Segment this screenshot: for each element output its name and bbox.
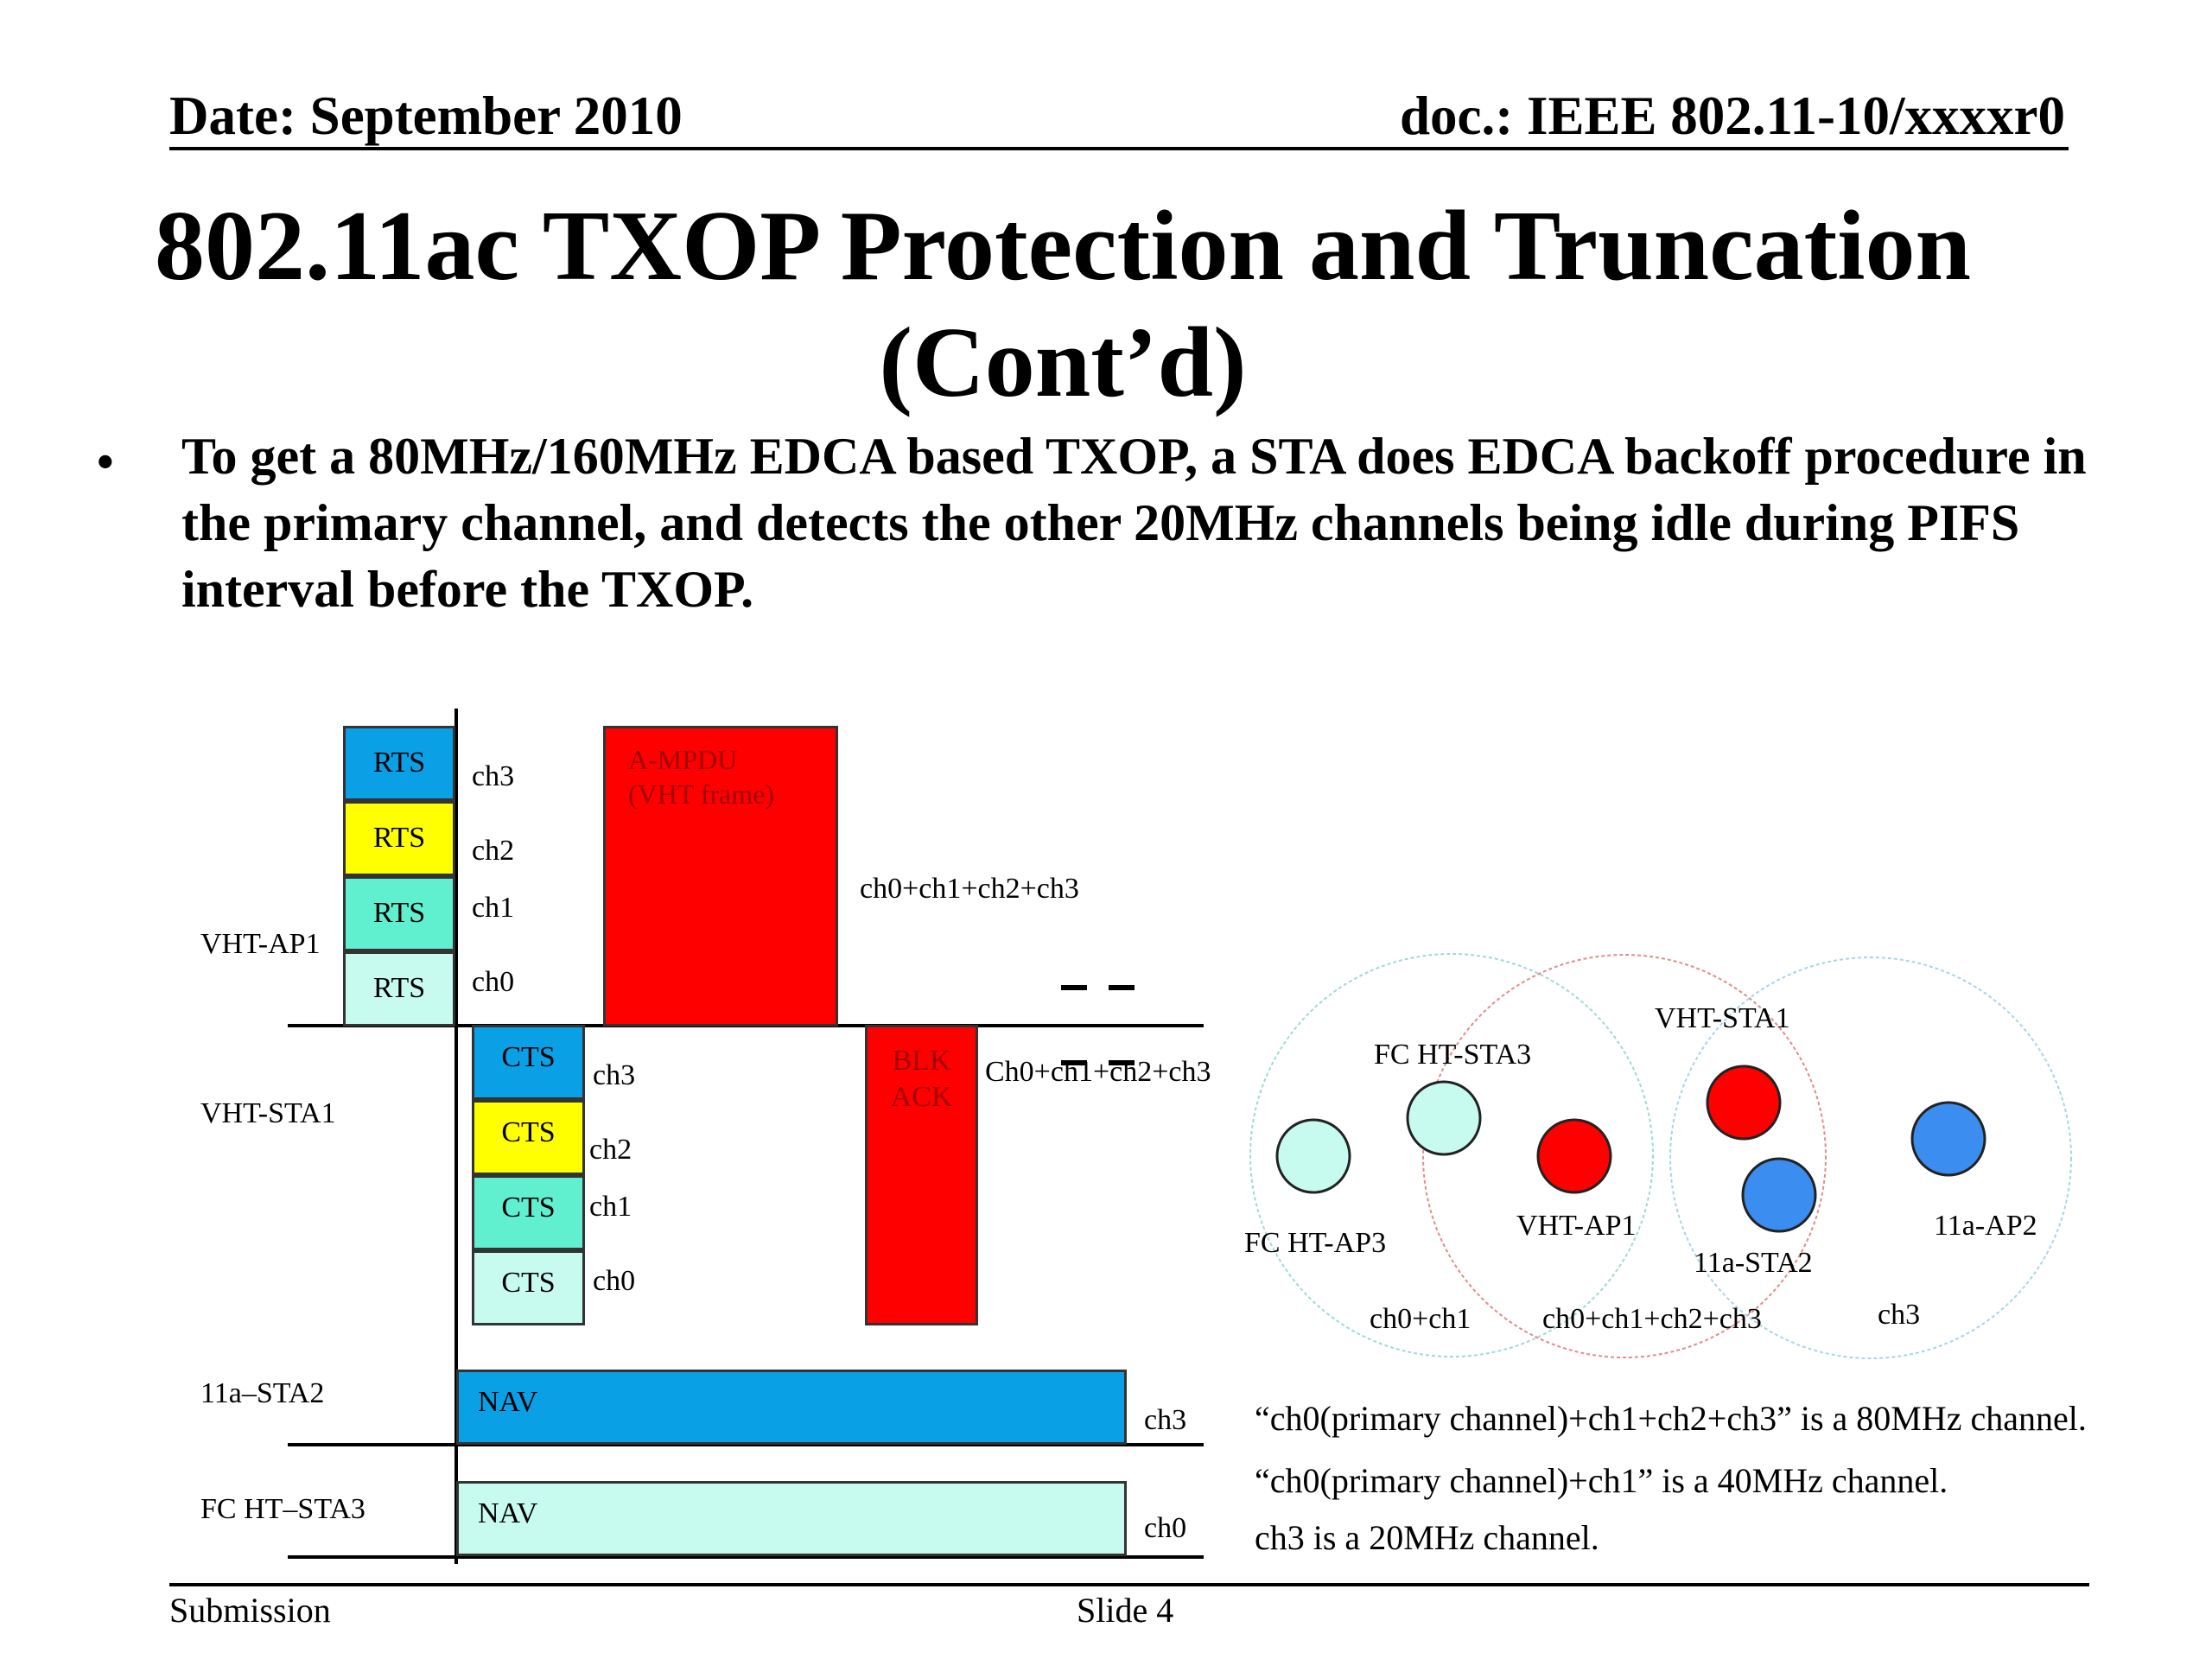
bullet-text: To get a 80MHz/160MHz EDCA based TXOP, a… xyxy=(181,428,2087,618)
rts-frame-ch2: RTS xyxy=(343,801,455,876)
sta2-baseline xyxy=(288,1443,1204,1446)
label-11a-ap2: 11a-AP2 xyxy=(1934,1210,2037,1242)
sta3-baseline xyxy=(288,1555,1204,1559)
coverage-circle-11a-ap2 xyxy=(1669,957,2072,1359)
dash-mark xyxy=(1061,1060,1087,1065)
station-fc-ht-sta3 xyxy=(1406,1080,1482,1156)
label-vht-sta1: VHT-STA1 xyxy=(1655,1002,1790,1034)
bullet-marker: • xyxy=(97,435,114,489)
ampdu-channel-label: ch0+ch1+ch2+ch3 xyxy=(860,873,1079,905)
rts-frame-ch1: RTS xyxy=(343,876,455,951)
station-11a-sta2 xyxy=(1741,1157,1817,1233)
label-fc-ht-sta3: FC HT-STA3 xyxy=(1374,1039,1532,1071)
label-ch-right: ch3 xyxy=(1878,1299,1921,1331)
label-vht-ap1: VHT-AP1 xyxy=(1516,1210,1637,1242)
block-ack-label-line1: BLK xyxy=(892,1045,951,1077)
note-80mhz: “ch0(primary channel)+ch1+ch2+ch3” is a … xyxy=(1255,1399,2087,1438)
nav-sta2-channel-label: ch3 xyxy=(1144,1404,1187,1436)
row-label-11a-sta2: 11a–STA2 xyxy=(200,1377,325,1409)
station-vht-sta1 xyxy=(1706,1065,1782,1141)
cts-frame-ch0: CTS xyxy=(472,1250,585,1325)
label-ch-mid: ch0+ch1+ch2+ch3 xyxy=(1542,1303,1762,1335)
cts-ch3-label: ch3 xyxy=(593,1059,636,1091)
cts-ch0-label: ch0 xyxy=(593,1265,636,1297)
header-divider xyxy=(169,147,2069,150)
dash-mark xyxy=(1061,985,1087,990)
station-vht-ap1 xyxy=(1536,1118,1612,1194)
rts-ch0-label: ch0 xyxy=(472,966,515,998)
footer-divider xyxy=(169,1583,2089,1586)
note-40mhz: “ch0(primary channel)+ch1” is a 40MHz ch… xyxy=(1255,1461,1948,1500)
rts-frame-ch3: RTS xyxy=(343,726,455,801)
coverage-circle-fc-ht-ap3 xyxy=(1249,953,1654,1357)
dash-mark xyxy=(1109,985,1135,990)
dash-mark xyxy=(1109,1060,1135,1065)
station-11a-ap2 xyxy=(1910,1101,1986,1177)
cts-ch1-label: ch1 xyxy=(589,1191,632,1223)
header-date: Date: September 2010 xyxy=(169,86,683,146)
rts-ch1-label: ch1 xyxy=(472,892,515,924)
note-20mhz: ch3 is a 20MHz channel. xyxy=(1255,1518,1599,1557)
coverage-circle-vht-ap1 xyxy=(1422,954,1827,1358)
row-label-vht-sta1: VHT-STA1 xyxy=(200,1097,336,1129)
header-doc-id: doc.: IEEE 802.11-10/xxxxr0 xyxy=(1399,86,2065,146)
ampdu-label-line2: (VHT frame) xyxy=(628,779,775,810)
row-label-vht-ap1: VHT-AP1 xyxy=(200,928,321,960)
row-label-fc-ht-sta3: FC HT–STA3 xyxy=(200,1493,365,1525)
block-ack-label-line2: ACK xyxy=(890,1081,953,1113)
footer-submission: Submission xyxy=(169,1591,331,1630)
cts-frame-ch2: CTS xyxy=(472,1100,585,1175)
nav-sta3-channel-label: ch0 xyxy=(1144,1512,1187,1544)
page-title-line1: 802.11ac TXOP Protection and Truncation xyxy=(154,191,1972,302)
label-fc-ht-ap3: FC HT-AP3 xyxy=(1244,1227,1387,1259)
station-fc-ht-ap3 xyxy=(1275,1118,1351,1194)
rts-ch3-label: ch3 xyxy=(472,760,515,792)
page-title-line2: (Cont’d) xyxy=(879,308,1247,418)
rts-ch2-label: ch2 xyxy=(472,835,515,867)
rts-frame-ch0: RTS xyxy=(343,951,455,1027)
nav-bar-11a-sta2: NAV xyxy=(456,1370,1127,1445)
ampdu-label-line1: A-MPDU xyxy=(628,744,738,775)
time-axis-vertical xyxy=(454,709,458,1564)
label-ch-left: ch0+ch1 xyxy=(1370,1303,1471,1335)
cts-ch2-label: ch2 xyxy=(589,1134,632,1166)
label-11a-sta2: 11a-STA2 xyxy=(1694,1247,1813,1279)
footer-slide-number: Slide 4 xyxy=(1077,1591,1174,1630)
topology-diagram xyxy=(1249,953,2072,1359)
ampdu-frame: A-MPDU (VHT frame) xyxy=(603,726,838,1027)
block-ack-frame: BLK ACK xyxy=(865,1025,978,1325)
block-ack-channel-label: Ch0+ch1+ch2+ch3 xyxy=(985,1056,1211,1088)
nav-bar-fc-ht-sta3: NAV xyxy=(456,1481,1127,1556)
cts-frame-ch1: CTS xyxy=(472,1175,585,1250)
cts-frame-ch3: CTS xyxy=(472,1025,585,1100)
